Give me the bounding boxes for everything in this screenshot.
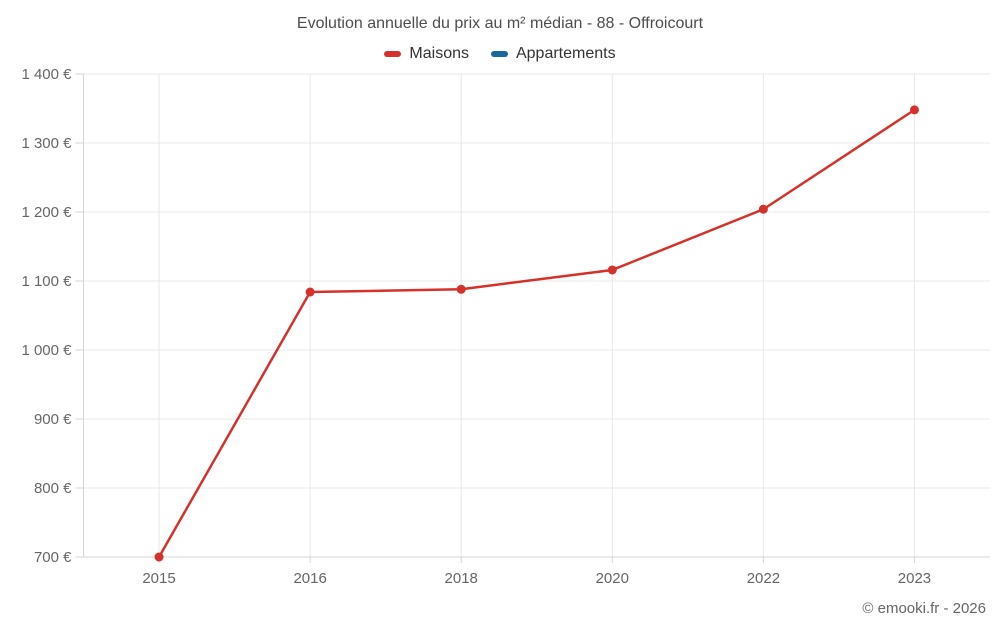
x-tick-label: 2023 (898, 570, 931, 587)
data-point[interactable] (909, 105, 919, 115)
legend-label: Appartements (515, 45, 616, 62)
data-point[interactable] (456, 284, 466, 294)
data-point[interactable] (154, 552, 164, 562)
y-tick-label: 1 100 € (21, 273, 72, 290)
y-tick-label: 900 € (34, 411, 72, 428)
x-tick-label: 2022 (747, 570, 780, 587)
series-line-maisons (157, 108, 916, 559)
legend-item-maisons[interactable]: Maisons (384, 45, 469, 63)
y-tick-label: 1 300 € (21, 135, 72, 152)
x-tick-label: 2020 (596, 570, 629, 587)
y-tick-label: 1 000 € (21, 342, 72, 359)
chart-title: Evolution annuelle du prix au m² médian … (296, 15, 704, 32)
legend-swatch-icon (490, 51, 508, 57)
y-tick-label: 1 400 € (21, 66, 72, 83)
y-tick-label: 800 € (34, 480, 72, 497)
copyright-watermark: © emooki.fr - 2026 (862, 600, 986, 617)
legend-swatch-icon (384, 51, 402, 57)
legend-label: Maisons (409, 45, 469, 62)
y-tick-label: 700 € (34, 549, 72, 566)
legend-item-appartements[interactable]: Appartements (490, 45, 616, 63)
y-tick-label: 1 200 € (21, 204, 72, 221)
data-point[interactable] (607, 265, 617, 275)
data-point[interactable] (758, 204, 768, 214)
x-tick-label: 2015 (142, 570, 175, 587)
x-tick-label: 2016 (293, 570, 326, 587)
data-point[interactable] (305, 287, 315, 297)
chart-legend: Maisons Appartements (0, 45, 1000, 63)
x-tick-label: 2018 (445, 570, 478, 587)
